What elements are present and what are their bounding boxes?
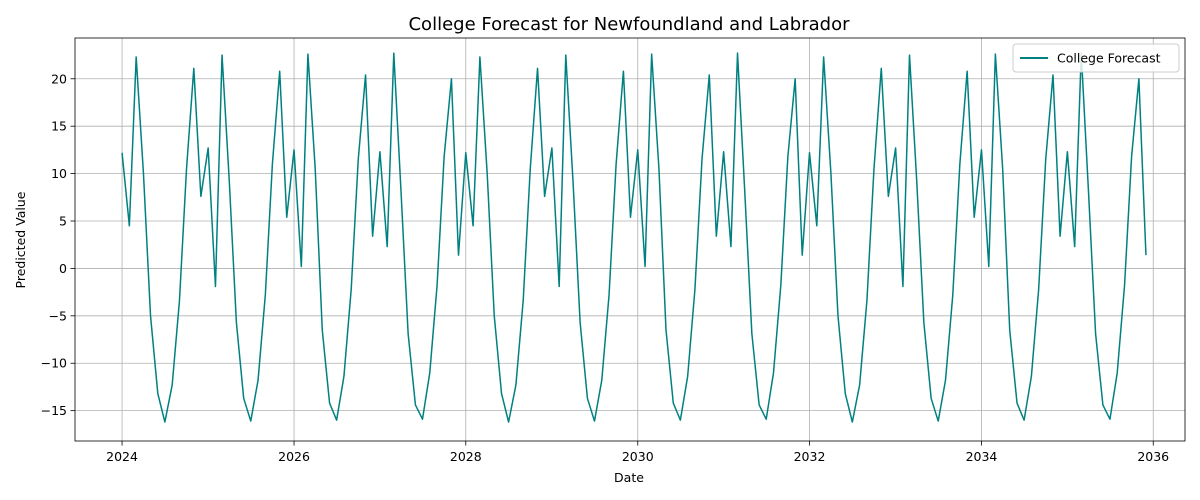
x-tick-label: 2028 xyxy=(450,449,482,464)
y-axis-label: Predicted Value xyxy=(13,191,28,288)
x-tick-label: 2032 xyxy=(794,449,826,464)
y-tick-label: −5 xyxy=(49,308,67,323)
x-axis: 2024 2026 2028 2030 2032 2034 2036 xyxy=(106,441,1169,464)
y-tick-label: 20 xyxy=(51,71,67,86)
plot-area xyxy=(121,52,1147,423)
series-line-college-forecast xyxy=(121,52,1147,423)
legend: College Forecast xyxy=(1012,43,1180,73)
x-tick-label: 2030 xyxy=(622,449,654,464)
legend-box xyxy=(1012,43,1180,73)
y-tick-label: 15 xyxy=(51,119,67,134)
y-tick-label: −10 xyxy=(41,356,67,371)
x-tick-label: 2034 xyxy=(966,449,998,464)
y-tick-label: 0 xyxy=(59,261,67,276)
y-axis: −15 −10 −5 0 5 10 15 20 xyxy=(41,71,75,418)
y-tick-label: 10 xyxy=(51,166,67,181)
x-axis-label: Date xyxy=(614,470,644,485)
y-tick-label: 5 xyxy=(59,214,67,229)
y-tick-label: −15 xyxy=(41,403,67,418)
x-tick-label: 2026 xyxy=(278,449,310,464)
x-tick-label: 2024 xyxy=(106,449,138,464)
x-tick-label: 2036 xyxy=(1137,449,1169,464)
legend-entry-college-forecast: College Forecast xyxy=(1057,51,1161,66)
axes-frame xyxy=(74,37,1186,442)
chart-title: College Forecast for Newfoundland and La… xyxy=(408,14,850,35)
